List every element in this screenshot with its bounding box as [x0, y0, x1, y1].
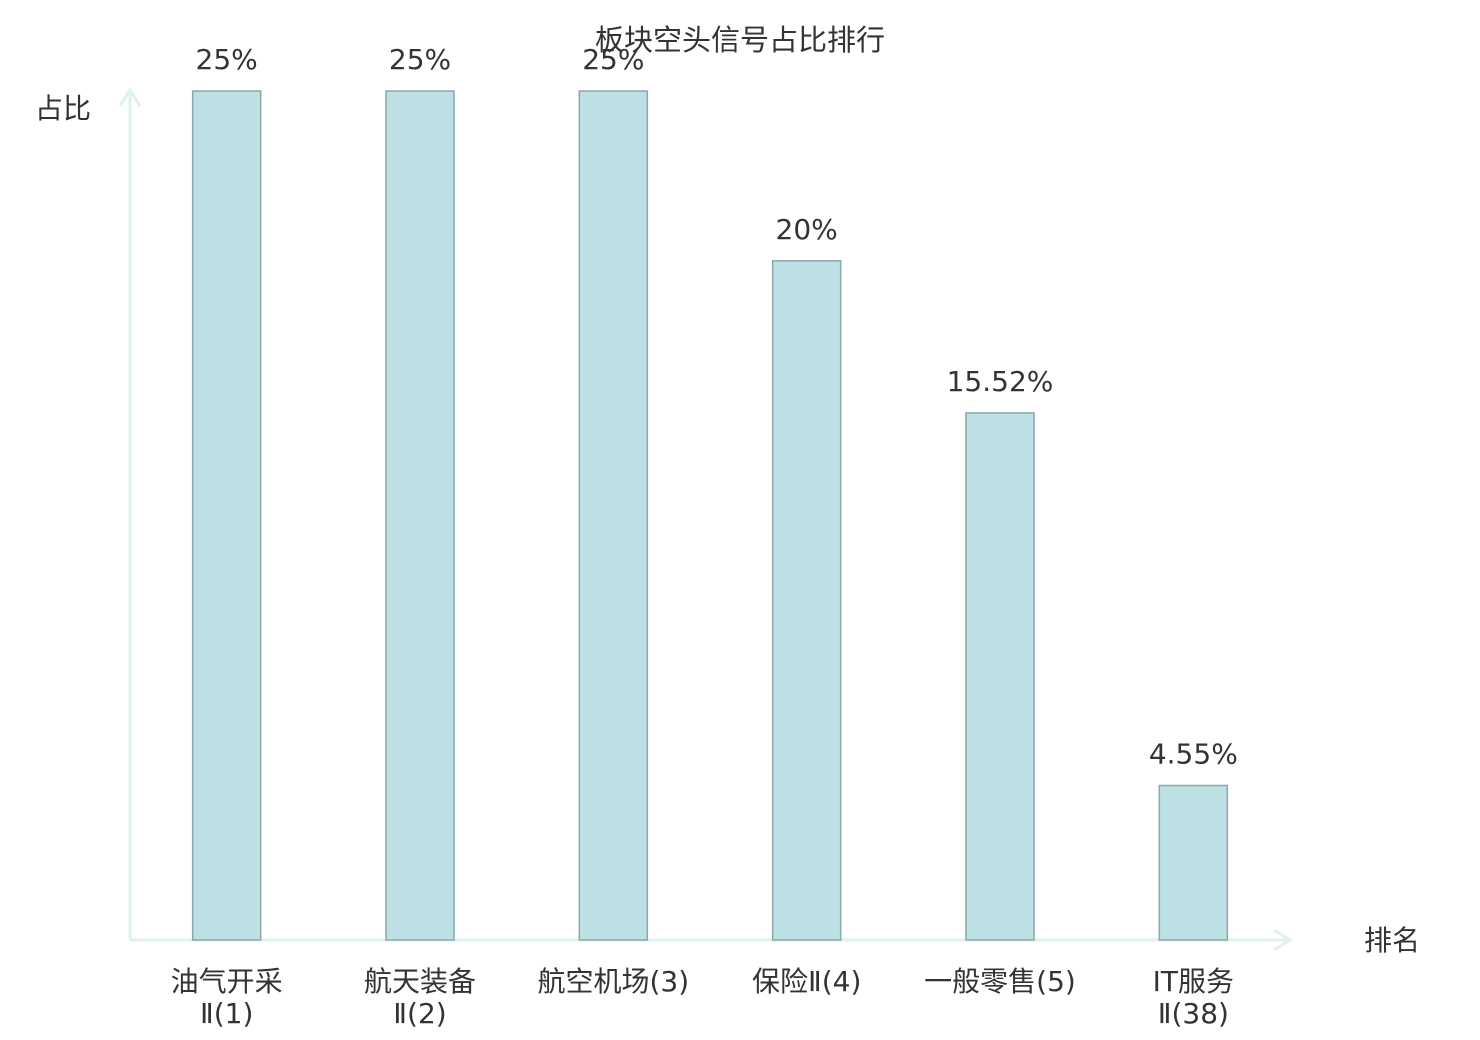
value-label: 4.55% — [1149, 737, 1238, 770]
x-tick-label: Ⅱ(38) — [1158, 997, 1229, 1030]
x-tick-label: 航天装备 — [364, 965, 476, 998]
bar — [771, 260, 842, 941]
value-label: 15.52% — [947, 365, 1054, 398]
bar — [385, 90, 455, 941]
value-label: 25% — [196, 43, 258, 76]
y-axis-arrow — [118, 87, 142, 107]
bar — [578, 90, 649, 941]
value-label: 25% — [389, 43, 451, 76]
chart-title: 板块空头信号占比排行 — [595, 23, 885, 57]
x-tick-label: 油气开采 — [171, 965, 283, 998]
value-label: 20% — [776, 213, 838, 246]
x-tick-label: 保险Ⅱ(4) — [752, 965, 861, 998]
value-label: 25% — [582, 43, 644, 76]
x-axis-arrow — [1273, 928, 1293, 952]
x-tick-label: IT服务 — [1153, 965, 1234, 998]
bar — [191, 90, 262, 941]
x-tick-label: 一般零售(5) — [924, 965, 1076, 998]
bar — [1158, 784, 1229, 941]
x-tick-label: Ⅱ(1) — [200, 997, 253, 1030]
x-axis-label: 排名 — [1364, 924, 1420, 957]
x-tick-label: 航空机场(3) — [537, 965, 689, 998]
y-axis-label: 占比 — [35, 92, 91, 125]
bar — [965, 412, 1035, 941]
x-tick-label: Ⅱ(2) — [393, 997, 446, 1030]
